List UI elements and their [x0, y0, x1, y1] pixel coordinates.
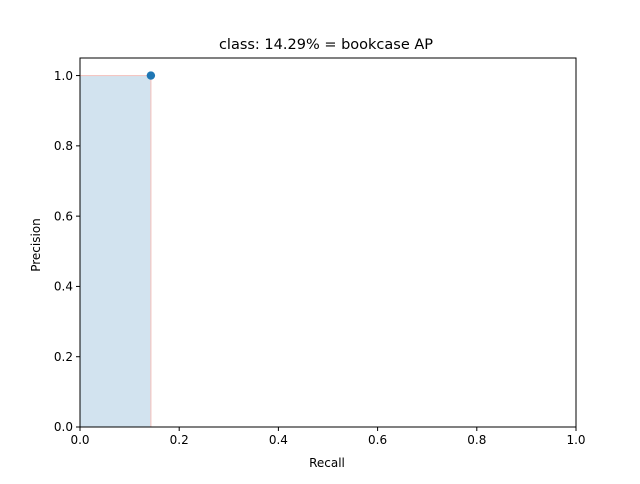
data-point — [146, 71, 156, 80]
x-tick-label: 1.0 — [566, 433, 585, 447]
x-tick-label: 0.2 — [170, 433, 189, 447]
y-tick-label: 0.2 — [54, 350, 73, 364]
y-tick-label: 0.0 — [54, 420, 73, 434]
axes: 0.0 0.2 0.4 0.6 0.8 1.0 0.0 0.2 0.4 0.6 0.8 1.0 — [54, 57, 586, 447]
y-axis-label: Precision — [29, 218, 43, 272]
y-tick-label: 0.4 — [54, 280, 73, 294]
y-tick-label: 0.8 — [54, 139, 73, 153]
plot-area — [80, 71, 156, 428]
x-axis-label: Recall — [309, 456, 345, 470]
x-tick-label: 0.6 — [368, 433, 387, 447]
plot-frame — [79, 57, 577, 428]
x-tick-label: 0.4 — [269, 433, 288, 447]
y-tick-label: 1.0 — [54, 69, 73, 83]
y-tick-label: 0.6 — [54, 209, 73, 223]
area-fill — [80, 75, 151, 428]
chart-title: class: 14.29% = bookcase AP — [219, 37, 433, 53]
x-tick-label: 0.0 — [70, 433, 89, 447]
x-tick-label: 0.8 — [467, 433, 486, 447]
